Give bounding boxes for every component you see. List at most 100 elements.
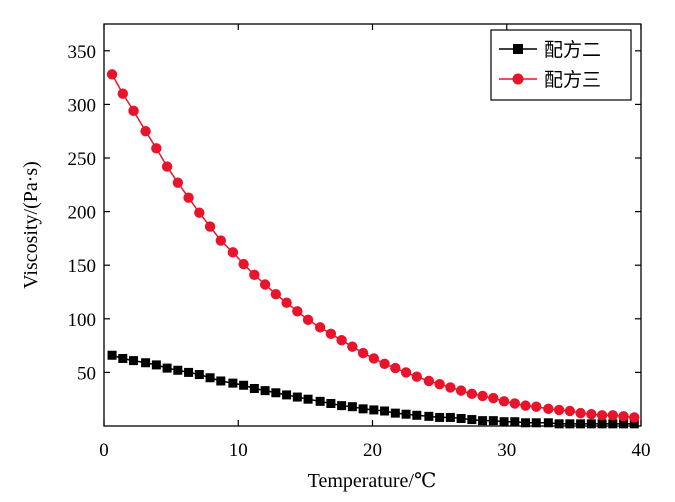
data-point xyxy=(543,403,554,415)
data-point xyxy=(260,386,270,396)
series-layer xyxy=(106,69,640,429)
data-point xyxy=(270,288,282,300)
y-tick-label: 50 xyxy=(77,363,96,384)
legend-box xyxy=(490,29,632,101)
data-point xyxy=(467,415,477,425)
data-point xyxy=(292,392,302,402)
y-tick-label: 300 xyxy=(68,95,97,116)
data-point xyxy=(531,401,542,412)
data-point xyxy=(554,419,564,429)
data-point xyxy=(271,388,281,398)
data-point xyxy=(575,407,586,419)
data-point xyxy=(107,350,117,360)
data-point xyxy=(445,382,456,393)
data-point xyxy=(336,335,347,346)
data-point xyxy=(619,419,629,429)
data-point xyxy=(564,405,576,417)
x-tick-label: 20 xyxy=(363,440,382,461)
data-point xyxy=(521,418,531,428)
data-point xyxy=(106,69,118,80)
data-point xyxy=(445,412,455,422)
data-point xyxy=(129,356,139,366)
data-point xyxy=(553,404,565,416)
data-point xyxy=(140,126,151,137)
data-point xyxy=(586,419,596,429)
data-point xyxy=(412,410,422,420)
data-point xyxy=(249,269,260,281)
data-point xyxy=(238,258,249,270)
data-point xyxy=(249,383,259,393)
data-point xyxy=(141,358,151,368)
data-point xyxy=(162,363,172,373)
data-point xyxy=(379,358,390,370)
data-point xyxy=(281,297,292,308)
data-point xyxy=(608,419,618,429)
data-point xyxy=(456,413,466,423)
data-point xyxy=(325,328,337,340)
legend: 配方二 配方三 xyxy=(490,29,632,101)
data-point xyxy=(117,88,128,99)
data-point xyxy=(390,362,401,374)
y-tick-label: 250 xyxy=(68,149,97,170)
data-point xyxy=(629,412,640,423)
data-point xyxy=(401,409,411,419)
data-point xyxy=(337,401,347,411)
data-point xyxy=(347,402,357,412)
y-tick-label: 150 xyxy=(68,256,97,277)
x-tick-label: 10 xyxy=(229,440,248,461)
data-point xyxy=(509,398,521,409)
data-point xyxy=(455,385,467,396)
data-point xyxy=(597,419,607,429)
data-point xyxy=(302,314,314,326)
data-point xyxy=(239,380,249,390)
x-tick-label: 0 xyxy=(99,440,109,461)
data-point xyxy=(434,378,445,390)
data-point xyxy=(357,347,369,359)
data-point xyxy=(586,409,597,420)
data-point xyxy=(531,418,541,428)
data-point xyxy=(347,341,358,352)
data-point xyxy=(488,416,498,426)
data-point xyxy=(424,411,434,421)
data-point xyxy=(520,400,531,411)
data-point xyxy=(282,390,292,400)
data-point xyxy=(423,375,435,387)
data-point xyxy=(303,394,313,404)
data-point xyxy=(205,373,215,383)
data-point xyxy=(292,306,303,317)
y-tick-label: 100 xyxy=(68,310,97,331)
data-point xyxy=(499,417,509,427)
data-point xyxy=(173,365,183,375)
x-axis-label: Temperature/℃ xyxy=(308,470,437,492)
data-point xyxy=(435,412,445,422)
y-tick-label: 200 xyxy=(68,203,97,224)
data-point xyxy=(411,371,423,382)
data-point xyxy=(576,419,586,429)
legend-label-series-2: 配方三 xyxy=(544,69,601,91)
data-point xyxy=(216,376,226,386)
data-point xyxy=(400,367,412,378)
data-point xyxy=(227,247,239,258)
data-point xyxy=(326,398,336,408)
series-1 xyxy=(107,350,639,429)
data-point xyxy=(478,416,488,426)
data-point xyxy=(194,370,204,380)
data-point xyxy=(565,419,575,429)
data-point xyxy=(215,235,226,246)
series-line-2 xyxy=(111,74,635,419)
data-point xyxy=(161,161,173,172)
legend-marker-series-2 xyxy=(512,73,524,85)
data-point xyxy=(314,322,326,333)
data-point xyxy=(466,388,478,400)
data-point xyxy=(118,353,128,363)
y-tick-label: 350 xyxy=(68,42,97,63)
data-point xyxy=(607,410,619,421)
data-point xyxy=(618,411,629,422)
data-point xyxy=(151,360,161,370)
data-point xyxy=(128,105,139,117)
axis-ticks: 0 10 20 30 40 50 100 150 200 250 300 350 xyxy=(68,24,651,461)
data-point xyxy=(477,390,488,402)
data-point xyxy=(183,192,194,203)
data-point xyxy=(151,143,162,154)
